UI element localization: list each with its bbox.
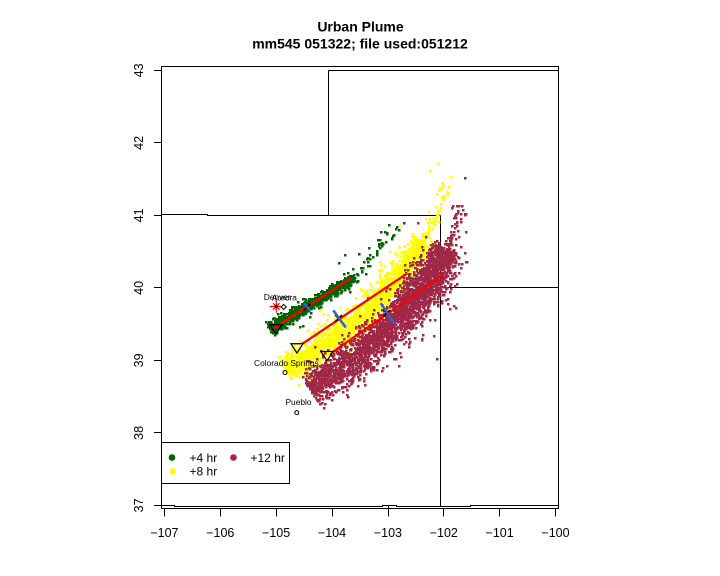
svg-text:−101: −101 <box>486 526 514 540</box>
svg-text:+8 hr: +8 hr <box>190 465 218 479</box>
svg-text:Colorado Springs: Colorado Springs <box>254 358 319 368</box>
svg-text:−102: −102 <box>430 526 458 540</box>
svg-text:mm545 051322; file used:051212: mm545 051322; file used:051212 <box>252 36 468 52</box>
svg-text:42: 42 <box>132 136 146 150</box>
svg-text:Aurora: Aurora <box>272 293 297 303</box>
svg-text:−100: −100 <box>541 526 569 540</box>
svg-text:Urban Plume: Urban Plume <box>317 19 404 35</box>
svg-text:39: 39 <box>132 353 146 367</box>
svg-text:−105: −105 <box>262 526 290 540</box>
svg-text:37: 37 <box>132 498 146 512</box>
svg-text:Pueblo: Pueblo <box>285 397 311 407</box>
svg-text:40: 40 <box>132 281 146 295</box>
svg-text:41: 41 <box>132 208 146 222</box>
svg-text:Denver: Denver <box>264 292 291 302</box>
svg-text:+12 hr: +12 hr <box>251 451 285 465</box>
svg-text:+4 hr: +4 hr <box>190 451 218 465</box>
svg-text:43: 43 <box>132 63 146 77</box>
svg-text:−103: −103 <box>374 526 402 540</box>
svg-text:−106: −106 <box>206 526 234 540</box>
svg-text:−104: −104 <box>318 526 346 540</box>
svg-text:−107: −107 <box>150 526 178 540</box>
svg-text:38: 38 <box>132 426 146 440</box>
